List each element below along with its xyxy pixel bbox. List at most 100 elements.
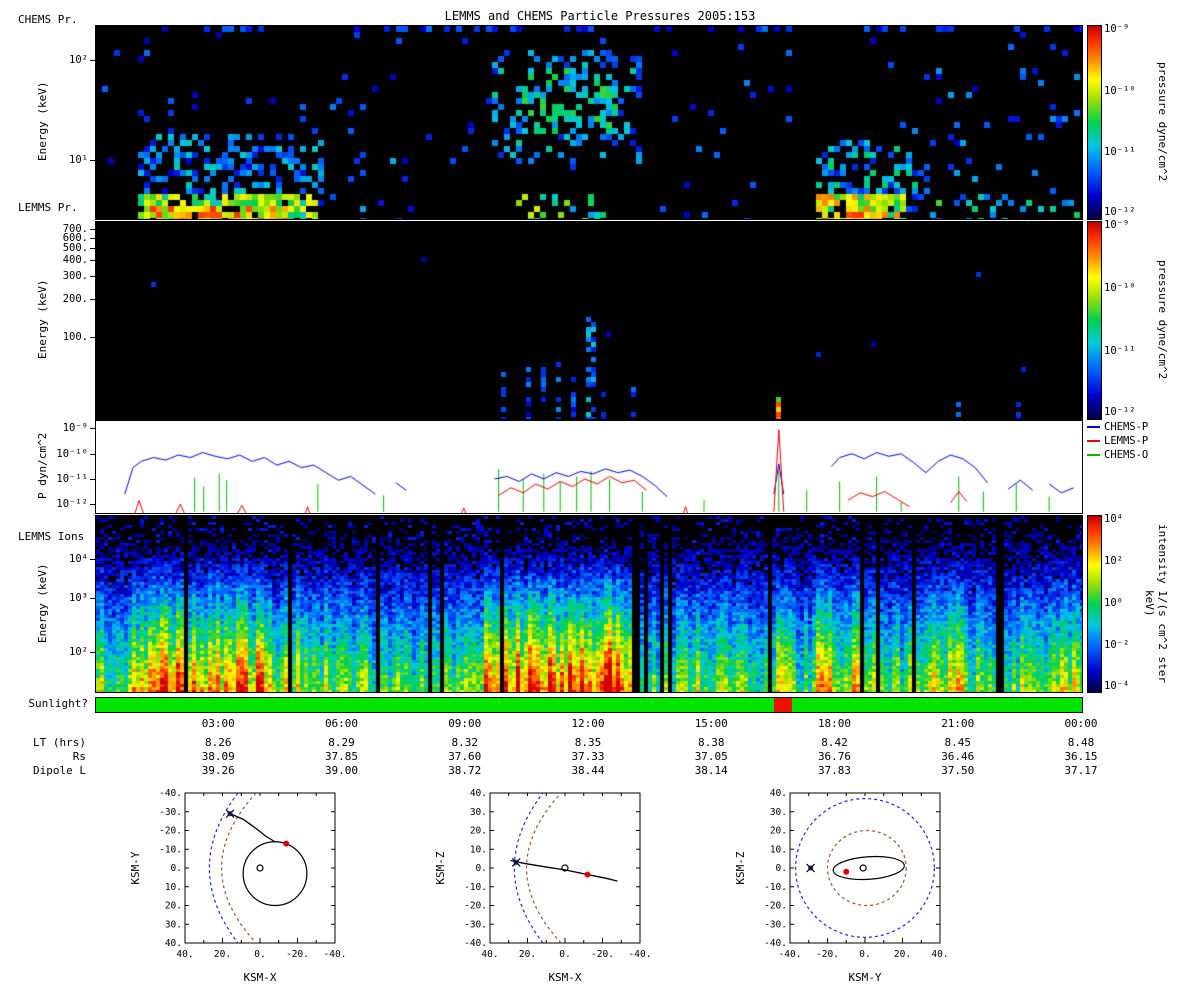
time-tick-label: 09:00 [448,717,482,730]
sunlight-label: Sunlight? [28,697,88,710]
panel-label-ions: LEMMS Ions [18,530,85,543]
colorbar-tick-label: 10⁻⁹ [1104,218,1130,231]
y-tick-mark [90,298,95,300]
orbit-svg: 40. 20. 0. -20. -40.40.30.20.10.0.-10.-20.-3… [434,788,651,984]
orbit-y-tick-label: -10. [159,844,182,855]
y-tick-mark [90,453,95,455]
orbit-x-tick-label: 20. [214,949,231,960]
panel-label-lemms: LEMMS Pr. [18,201,78,214]
ephemeris-value: 37.85 [324,750,359,763]
ephemeris-value: 37.60 [448,750,482,763]
legend-line-chems-o [1087,454,1100,456]
orbit-x-tick-label: -40. [324,949,347,960]
legend-lemms-p: LEMMS-P [1087,435,1148,448]
ephemeris-value: 37.33 [571,750,605,763]
orbit-plot-ksmx-ksmz: 40. 20. 0. -20. -40. 40. 30. 20. 10. 0. -10. -20. -3… [428,785,678,990]
legend-chems-p: CHEMS-P [1087,421,1148,434]
legend-label-chems-p: CHEMS-P [1104,421,1149,433]
y-tick-mark [90,228,95,230]
orbit-x-axis-label: KSM-X [548,971,581,984]
ephemeris-value: 36.76 [817,750,852,763]
y-tick-label: 500. [62,241,88,254]
time-tick-label: 21:00 [941,717,975,730]
y-tick-mark [90,478,95,480]
orbit-plot-ksmx-ksmy: 40. 20. 0. -20. -40. -40. -30. -20. -10. 0. 10. 20.… [123,785,373,990]
orbit-y-tick-label: -40. [464,938,487,949]
y-tick-label: 10² [69,646,88,659]
lemms-pressure-spectrogram [95,221,1083,420]
orbit-x-tick-label: 0. [254,949,265,960]
ephemeris-value: 8.29 [328,736,355,749]
orbit-y-tick-label: -10. [764,882,787,893]
orbit-x-tick-label: 20. [519,949,536,960]
colorbar-tick-label: 10² [1104,554,1123,567]
ephemeris-value: 36.46 [941,750,975,763]
sunlight-gap-segment [773,698,793,712]
orbit-y-tick-label: -20. [764,901,787,912]
y-tick-mark [90,59,95,61]
legend-label-chems-o: CHEMS-O [1104,449,1149,461]
orbit-y-tick-label: -30. [764,919,787,930]
orbit-y-tick-label: 40. [770,788,787,799]
colorbar-intensity [1087,515,1102,693]
ephemeris-value: 36.15 [1064,750,1098,763]
colorbar-label-intensity: intensity 1/(s cm^2 ster keV) [1143,523,1169,683]
colorbar-tick-label: 10⁻¹⁰ [1104,84,1136,97]
panel-label-chems: CHEMS Pr. [18,13,78,26]
orbit-x-tick-label: -20. [816,949,839,960]
y-tick-label: 10³ [69,591,88,604]
colorbar-tick-label: 10⁻¹² [1104,206,1136,219]
colorbar-tick-label: 10⁻⁴ [1104,679,1130,692]
y-tick-mark [90,260,95,262]
y-tick-label: 10² [69,53,88,66]
orbit-y-tick-label: 10. [770,844,787,855]
orbit-y-tick-label: -30. [464,919,487,930]
orbit-y-tick-label: 10. [165,882,182,893]
orbit-y-tick-label: -20. [464,901,487,912]
orbit-x-tick-label: -40. [779,949,802,960]
y-tick-mark [90,559,95,560]
orbit-y-tick-label: 10. [470,844,487,855]
legend-line-lemms-p [1087,440,1100,442]
y-tick-mark [90,160,95,162]
ephemeris-value: 37.83 [817,764,852,777]
time-tick-label: 18:00 [817,717,852,730]
ephemeris-value: 37.17 [1064,764,1098,777]
y-tick-mark [90,504,95,506]
orbit-y-tick-label: -40. [159,788,182,799]
orbit-svg: 40. 20. 0. -20. -40. -40. -30. -20. -10. 0. 10. 20.… [129,788,347,984]
y-tick-label: 200. [62,292,88,305]
colorbar-tick-label: 10⁴ [1104,512,1123,525]
y-tick-label: 600. [62,231,88,244]
orbit-x-tick-label: 40. [931,949,948,960]
y-tick-label: 10⁴ [69,553,88,565]
time-tick-label: 15:00 [694,717,728,730]
y-tick-label: 10⁻⁹ [62,422,88,435]
orbit-x-tick-label: 0. [859,949,870,960]
time-tick-label: 03:00 [201,717,235,730]
colorbar-tick-label: 10⁻¹⁰ [1104,281,1136,294]
ephemeris-value: 39.00 [324,764,359,777]
sunlight-bar [95,697,1083,713]
ephemeris-value: 37.05 [694,750,728,763]
orbit-y-tick-label: 0. [776,863,787,874]
y-tick-mark [90,652,95,654]
orbit-x-tick-label: 40. [176,949,193,960]
orbit-y-axis-label: KSM-Z [434,851,447,884]
ephemeris-value: 38.09 [201,750,235,763]
orbit-y-tick-label: -20. [159,826,182,837]
ephemeris-value: 8.38 [698,736,725,749]
orbit-y-tick-label: 0. [476,863,487,874]
ephemeris-value: 8.35 [574,736,602,749]
orbit-x-tick-label: 20. [894,949,911,960]
colorbar-pressure-mid [1087,221,1102,420]
colorbar-tick-label: 10⁻⁹ [1104,22,1130,35]
orbit-y-tick-label: -10. [464,882,487,893]
orbit-x-tick-label: -20. [591,949,614,960]
orbit-x-axis-label: KSM-X [243,971,276,984]
pressure-line-plot [95,420,1083,514]
orbit-x-axis-label: KSM-Y [848,971,881,984]
colorbar-tick-label: 10⁰ [1104,597,1123,609]
ephemeris-row-label: Dipole L [33,764,86,777]
